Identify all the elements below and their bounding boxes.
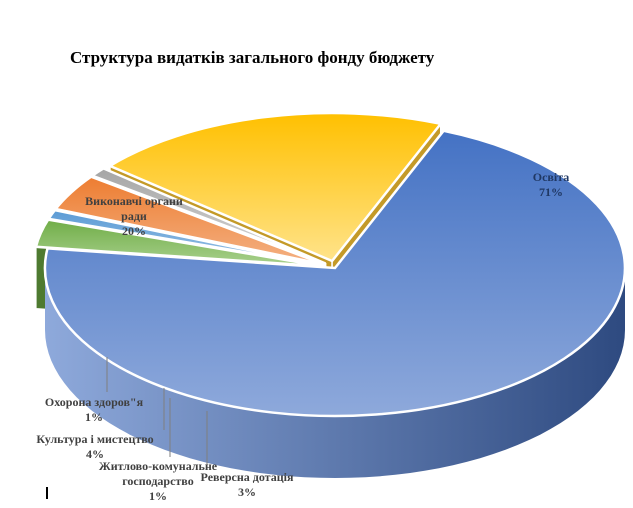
chart-title: Структура видатків загального фонду бюдж… bbox=[70, 48, 435, 67]
slice-side-wall bbox=[45, 268, 625, 478]
pie-slices bbox=[34, 111, 627, 418]
pie-slice-0 bbox=[43, 129, 627, 418]
data-label: Освіта 71% bbox=[533, 170, 570, 199]
pie-slice-4 bbox=[89, 166, 327, 265]
data-label: Культура і мистецтво 4% bbox=[36, 432, 153, 461]
data-label: Житлово-комунальне господарство 1% bbox=[99, 459, 218, 503]
data-label: Реверсна дотація 3% bbox=[201, 470, 294, 499]
data-labels: Освіта 71% Виконавчі органи ради 20% Охорона … bbox=[36, 170, 569, 503]
leader-lines bbox=[106, 357, 208, 470]
text-cursor bbox=[46, 487, 48, 499]
data-label: Виконавчі органи ради 20% bbox=[85, 194, 183, 238]
pie-slice-5 bbox=[107, 111, 443, 263]
data-label: Охорона здоров"я 1% bbox=[45, 395, 144, 424]
pie-slice-3 bbox=[53, 175, 325, 266]
